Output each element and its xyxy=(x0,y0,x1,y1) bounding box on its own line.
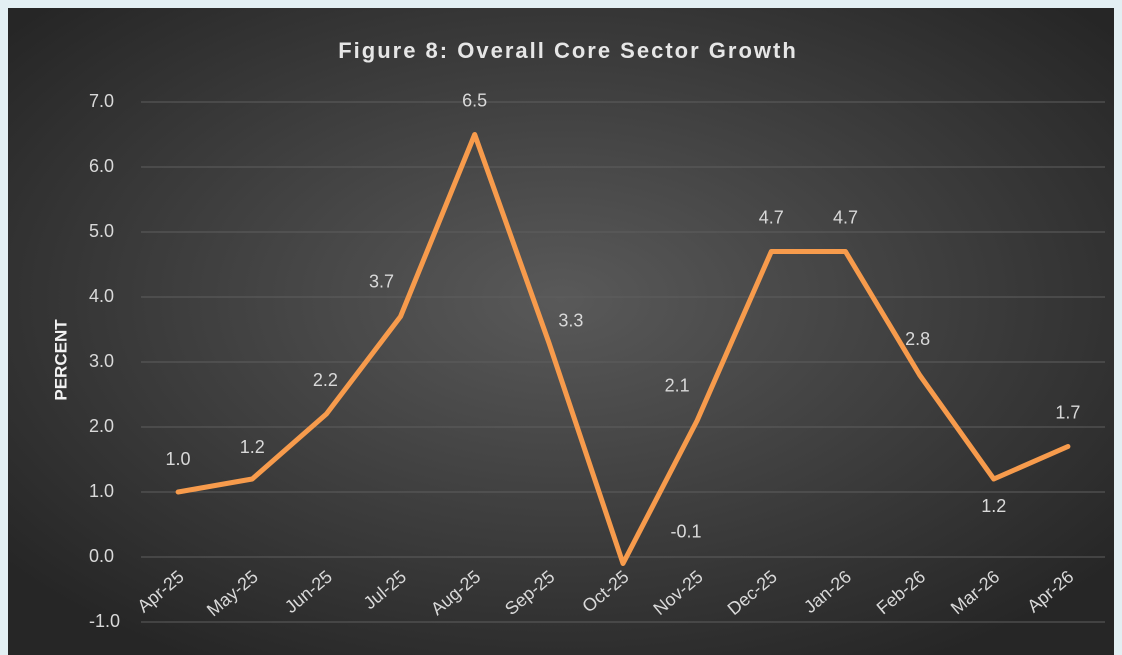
y-tick-label: 1.0 xyxy=(89,481,114,501)
data-label: 1.7 xyxy=(1055,402,1080,422)
y-tick-label: 2.0 xyxy=(89,416,114,436)
data-label: 6.5 xyxy=(462,90,487,110)
y-tick-label: 4.0 xyxy=(89,286,114,306)
data-label: 1.2 xyxy=(240,437,265,457)
y-tick-label: 5.0 xyxy=(89,221,114,241)
data-label: 4.7 xyxy=(833,207,858,227)
y-axis-label: PERCENT xyxy=(51,319,70,401)
line-series xyxy=(175,132,1071,566)
data-label: 4.7 xyxy=(759,207,784,227)
data-label: 1.0 xyxy=(166,449,191,469)
y-tick-label: 0.0 xyxy=(89,546,114,566)
y-tick-label: 6.0 xyxy=(89,156,114,176)
chart-title: Figure 8: Overall Core Sector Growth xyxy=(338,38,798,63)
y-tick-label: 3.0 xyxy=(89,351,114,371)
data-label: 3.7 xyxy=(369,271,394,291)
chart-background xyxy=(8,8,1114,655)
data-label: 2.1 xyxy=(665,375,690,395)
data-label: -0.1 xyxy=(670,521,701,541)
y-tick-label: 7.0 xyxy=(89,91,114,111)
data-label: 1.2 xyxy=(981,496,1006,516)
data-label: 3.3 xyxy=(558,310,583,330)
y-tick-label: -1.0 xyxy=(89,611,120,631)
data-label: 2.2 xyxy=(313,370,338,390)
data-label: 2.8 xyxy=(905,329,930,349)
